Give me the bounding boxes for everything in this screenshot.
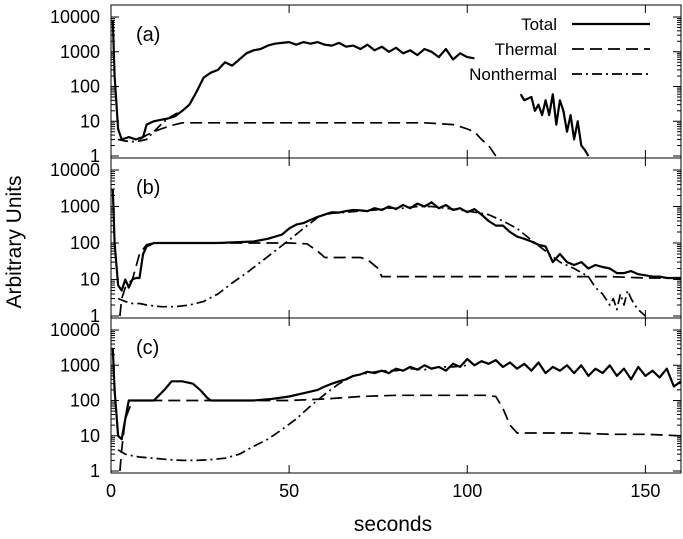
panel-label: (b) — [136, 177, 160, 199]
y-tick-label: 10 — [80, 426, 100, 446]
plot-panels: 110100100010000(a)110100100010000(b)1101… — [50, 4, 682, 501]
series-line-total — [519, 93, 590, 157]
series-line-total — [111, 189, 681, 292]
legend-label: Nonthermal — [469, 65, 557, 84]
series-line-thermal — [119, 242, 681, 317]
y-tick-label: 1000 — [60, 197, 100, 217]
y-tick-label: 10 — [80, 270, 100, 290]
series-line-total — [111, 348, 681, 441]
y-tick-label: 1 — [90, 461, 100, 481]
x-tick-label: 50 — [279, 481, 299, 501]
x-tick-label: 0 — [106, 481, 116, 501]
y-tick-label: 100 — [70, 233, 100, 253]
series-line-nonthermal — [117, 104, 190, 143]
y-tick-label: 1000 — [60, 42, 100, 62]
series-line-nonthermal — [117, 205, 646, 317]
y-tick-label: 100 — [70, 391, 100, 411]
panel-2: 1 10 100 1000 10000 (b) — [50, 157, 682, 326]
panel-frame — [110, 4, 682, 159]
legend-label: Thermal — [495, 40, 557, 59]
panel-frame — [110, 317, 682, 474]
series-line-total — [111, 20, 475, 141]
y-tick-label: 100 — [70, 77, 100, 97]
legend: Total Thermal Nonthermal — [469, 15, 650, 84]
series-group — [111, 189, 681, 317]
x-tick-label: 100 — [452, 481, 482, 501]
y-tick-label: 10000 — [50, 160, 100, 180]
y-tick-label: 1000 — [60, 355, 100, 375]
legend-label: Total — [521, 15, 557, 34]
y-tick-label: 1 — [90, 306, 100, 326]
x-tick-label: 150 — [630, 481, 660, 501]
series-line-thermal — [139, 121, 497, 157]
panel-3: 1 10 100 1000 10000 (c) — [50, 317, 682, 481]
series-group — [111, 348, 681, 472]
y-tick-label: 1 — [90, 146, 100, 166]
y-tick-label: 10000 — [50, 7, 100, 27]
panel-label: (c) — [136, 337, 159, 359]
x-axis-title: seconds — [354, 513, 432, 536]
y-tick-label: 10000 — [50, 320, 100, 340]
panel-label: (a) — [136, 24, 160, 46]
panel-frame — [110, 157, 682, 319]
y-axis-title: Arbitrary Units — [3, 175, 26, 308]
series-line-nonthermal — [117, 364, 468, 462]
panel-1: 1 10 100 1000 10000 (a) — [50, 4, 682, 166]
series-line-thermal — [119, 394, 681, 472]
y-tick-label: 10 — [80, 111, 100, 131]
series-group — [111, 20, 590, 157]
